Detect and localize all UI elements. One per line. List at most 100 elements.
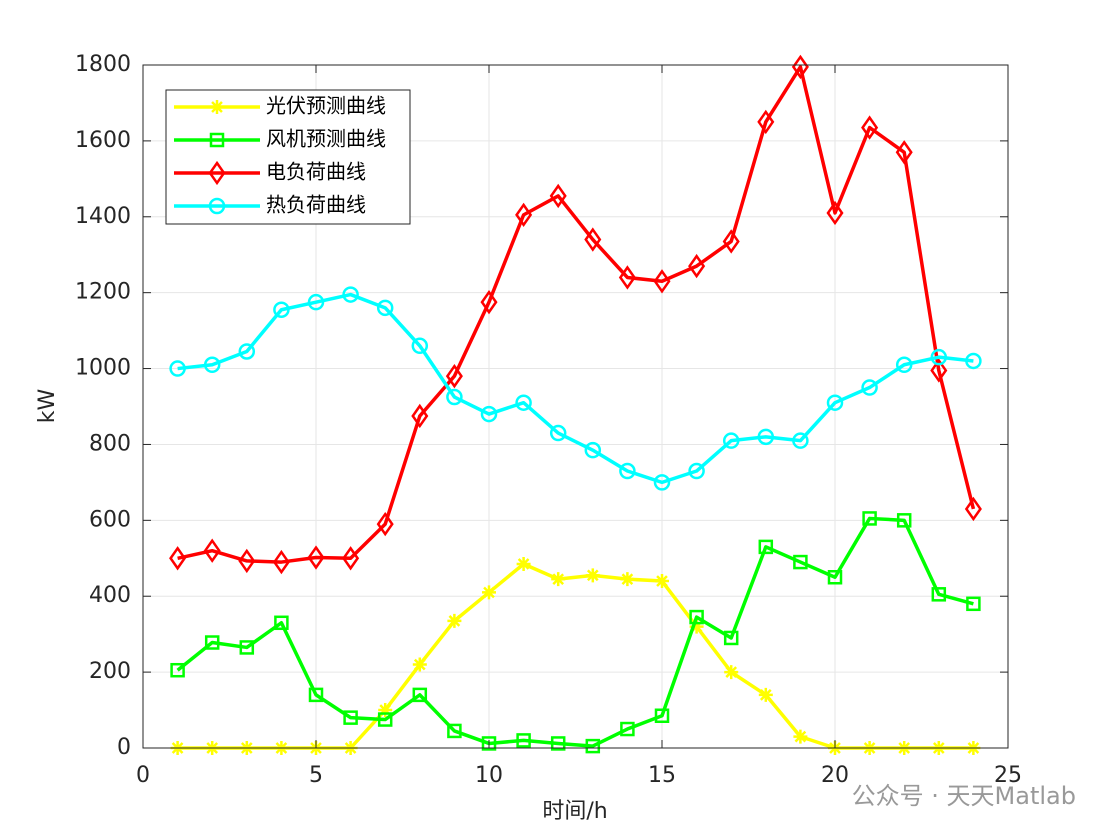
marker: [412, 657, 427, 672]
marker: [688, 253, 706, 279]
marker: [585, 568, 600, 583]
marker: [791, 54, 809, 80]
marker: [343, 710, 358, 725]
y-axis-label: kW: [35, 389, 60, 424]
marker: [169, 360, 186, 377]
marker: [757, 428, 775, 446]
marker: [274, 615, 289, 631]
marker: [307, 545, 325, 570]
marker: [758, 539, 774, 555]
marker: [377, 712, 393, 727]
marker: [619, 462, 636, 480]
marker: [654, 708, 670, 723]
marker: [208, 160, 226, 186]
y-tick-label: 1200: [75, 280, 131, 305]
marker: [342, 546, 360, 571]
marker: [273, 301, 290, 318]
marker: [516, 556, 531, 571]
x-tick-label: 15: [648, 763, 676, 788]
marker: [620, 572, 635, 587]
marker: [549, 183, 567, 209]
marker: [966, 596, 981, 612]
marker: [549, 424, 567, 442]
x-tick-label: 10: [475, 763, 503, 788]
marker: [620, 721, 635, 737]
marker: [724, 665, 739, 680]
marker: [861, 115, 879, 140]
marker: [204, 635, 220, 650]
marker: [551, 572, 566, 587]
marker: [208, 197, 226, 215]
marker: [239, 640, 255, 655]
marker: [792, 432, 809, 449]
marker: [210, 100, 224, 114]
marker: [550, 736, 566, 751]
marker: [722, 432, 740, 449]
marker: [930, 348, 948, 366]
marker: [688, 462, 705, 480]
y-tick-label: 1400: [75, 204, 131, 229]
marker: [793, 554, 808, 570]
marker: [758, 687, 773, 702]
marker: [446, 388, 463, 406]
y-tick-label: 1000: [75, 356, 131, 381]
marker: [481, 736, 497, 751]
marker: [376, 299, 394, 317]
marker: [793, 729, 808, 744]
marker: [689, 619, 704, 634]
marker: [342, 286, 359, 303]
marker: [618, 265, 636, 290]
marker: [689, 609, 704, 625]
marker: [655, 574, 669, 589]
legend-box: [165, 89, 411, 225]
y-tick-label: 1600: [75, 128, 131, 153]
marker: [826, 200, 844, 226]
marker: [584, 227, 602, 252]
legend-label: 风机预测曲线: [266, 127, 386, 151]
y-tick-label: 800: [89, 431, 131, 456]
y-tick-label: 400: [89, 583, 131, 608]
marker: [965, 352, 982, 370]
marker: [895, 356, 913, 374]
marker: [447, 723, 462, 739]
marker: [445, 363, 463, 389]
x-tick-label: 20: [821, 763, 849, 788]
legend-label: 光伏预测曲线: [266, 94, 386, 118]
marker: [480, 405, 498, 423]
marker: [411, 403, 429, 429]
series-line: [176, 516, 974, 748]
marker: [209, 132, 225, 148]
marker: [653, 269, 671, 294]
y-tick-label: 1800: [75, 52, 131, 77]
marker: [826, 394, 844, 411]
marker: [585, 738, 601, 754]
axes-box: [142, 64, 1009, 749]
marker: [376, 511, 394, 537]
marker: [722, 229, 740, 254]
y-tick-label: 0: [117, 735, 131, 760]
x-tick-label: 25: [994, 763, 1022, 788]
marker: [482, 585, 496, 600]
marker: [238, 343, 256, 360]
marker: [480, 289, 498, 315]
marker: [515, 394, 532, 411]
marker: [757, 109, 775, 135]
legend-label: 热负荷曲线: [266, 193, 366, 217]
marker: [272, 549, 290, 575]
x-tick-label: 0: [136, 763, 150, 788]
marker: [516, 733, 531, 748]
x-tick-label: 5: [309, 763, 323, 788]
y-tick-label: 600: [89, 507, 131, 532]
marker: [930, 358, 948, 383]
marker: [862, 511, 877, 526]
marker: [169, 546, 187, 571]
marker: [170, 662, 185, 678]
marker: [653, 474, 671, 491]
watermark: 公众号 · 天天Matlab: [852, 782, 1076, 810]
legend-label: 电负荷曲线: [266, 160, 366, 184]
marker: [378, 703, 393, 718]
marker: [203, 356, 221, 374]
marker: [964, 496, 982, 522]
marker: [411, 337, 429, 355]
